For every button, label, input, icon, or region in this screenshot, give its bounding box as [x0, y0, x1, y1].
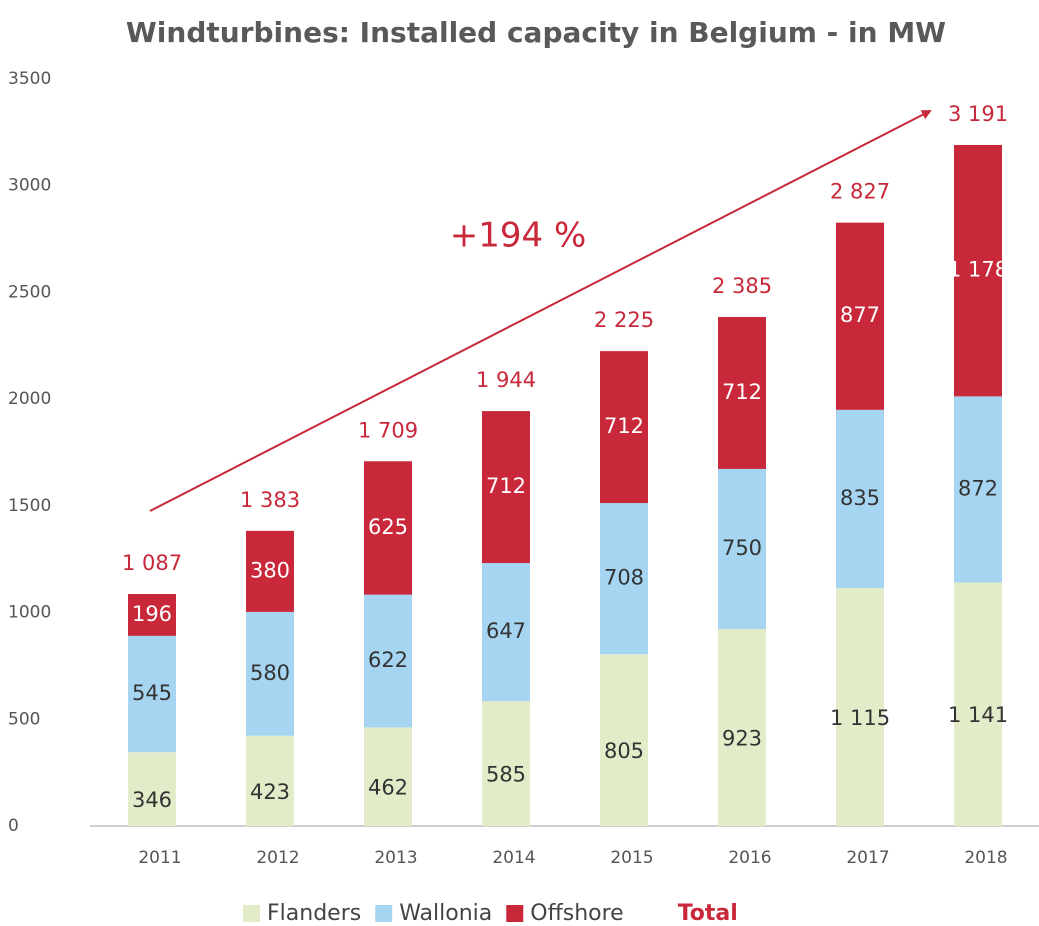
- y-tick-label: 3500: [8, 69, 51, 89]
- bar-segment: [600, 654, 648, 826]
- bar-segment: [836, 409, 884, 589]
- bar-segment: [482, 701, 530, 826]
- bar-segment: [600, 503, 648, 655]
- x-tick-label: 2017: [846, 848, 889, 868]
- bar-segment: [246, 611, 294, 736]
- bar-segment: [364, 727, 412, 826]
- x-tick-label: 2011: [138, 848, 181, 868]
- y-tick-label: 1000: [8, 603, 51, 623]
- x-tick-label: 2015: [610, 848, 653, 868]
- data-label: 1 141: [948, 703, 1008, 727]
- legend-label: Flanders: [267, 901, 361, 926]
- bar-segment: [718, 468, 766, 630]
- total-label: 1 709: [358, 418, 418, 442]
- bar-segment: [482, 411, 530, 564]
- legend-swatch: [375, 905, 393, 922]
- x-tick-label: 2018: [964, 848, 1007, 868]
- bar-segment: [718, 629, 766, 826]
- bar-segment: [246, 735, 294, 826]
- data-label: 346: [132, 788, 172, 812]
- x-tick-label: 2013: [374, 848, 417, 868]
- x-tick-label: 2012: [256, 848, 299, 868]
- total-label: 2 225: [594, 308, 654, 332]
- y-tick-label: 0: [8, 816, 19, 836]
- x-tick-label: 2014: [492, 848, 535, 868]
- data-label: 580: [250, 661, 290, 685]
- legend-swatch: [506, 905, 524, 922]
- total-label: 3 191: [948, 102, 1008, 126]
- data-label: 647: [486, 619, 526, 643]
- data-label: 625: [368, 515, 408, 539]
- bar-segment: [836, 222, 884, 410]
- total-label: 1 944: [476, 368, 536, 392]
- data-label: 585: [486, 763, 526, 787]
- bar-segment: [128, 752, 176, 826]
- legend-swatch: [243, 905, 260, 922]
- bar-segment: [954, 396, 1002, 583]
- data-label: 462: [368, 776, 408, 800]
- data-label: 750: [722, 536, 762, 560]
- data-label: 712: [486, 474, 526, 498]
- y-tick-label: 1500: [8, 496, 51, 516]
- bar-segment: [600, 351, 648, 504]
- chart-title: Windturbines: Installed capacity in Belg…: [126, 16, 946, 49]
- data-label: 877: [840, 303, 880, 327]
- legend-label: Total: [678, 901, 738, 926]
- total-label: 2 385: [712, 274, 772, 298]
- data-label: 712: [604, 414, 644, 438]
- bar-segment: [364, 461, 412, 595]
- data-label: 622: [368, 648, 408, 672]
- bar-segment: [128, 594, 176, 636]
- bar-segment: [364, 594, 412, 728]
- bar-segment: [128, 635, 176, 753]
- bar-segment: [954, 582, 1002, 826]
- legend-label: Wallonia: [399, 901, 492, 926]
- bar-segment: [836, 588, 884, 826]
- data-label: 545: [132, 681, 172, 705]
- total-label: 2 827: [830, 180, 890, 204]
- y-tick-label: 2500: [8, 282, 51, 302]
- y-tick-label: 3000: [8, 176, 51, 196]
- total-label: 1 383: [240, 488, 300, 512]
- x-tick-label: 2016: [728, 848, 771, 868]
- total-label: 1 087: [122, 551, 182, 575]
- bar-segment: [718, 316, 766, 469]
- y-tick-label: 2000: [8, 389, 51, 409]
- data-label: 423: [250, 780, 290, 804]
- data-label: 835: [840, 486, 880, 510]
- annotation: +194 %: [450, 216, 587, 256]
- data-label: 196: [132, 602, 172, 626]
- bar-segment: [954, 144, 1002, 397]
- data-label: 1 115: [830, 706, 890, 730]
- data-label: 923: [722, 727, 762, 751]
- data-label: 708: [604, 566, 644, 590]
- data-label: 805: [604, 739, 644, 763]
- data-label: 872: [958, 476, 998, 500]
- trend-arrow: [149, 110, 932, 512]
- data-label: 1 178: [948, 258, 1008, 282]
- legend-label: Offshore: [530, 901, 623, 926]
- y-tick-label: 500: [8, 709, 40, 729]
- data-label: 712: [722, 380, 762, 404]
- bar-segment: [482, 563, 530, 702]
- bar-segment: [246, 530, 294, 612]
- data-label: 380: [250, 558, 290, 582]
